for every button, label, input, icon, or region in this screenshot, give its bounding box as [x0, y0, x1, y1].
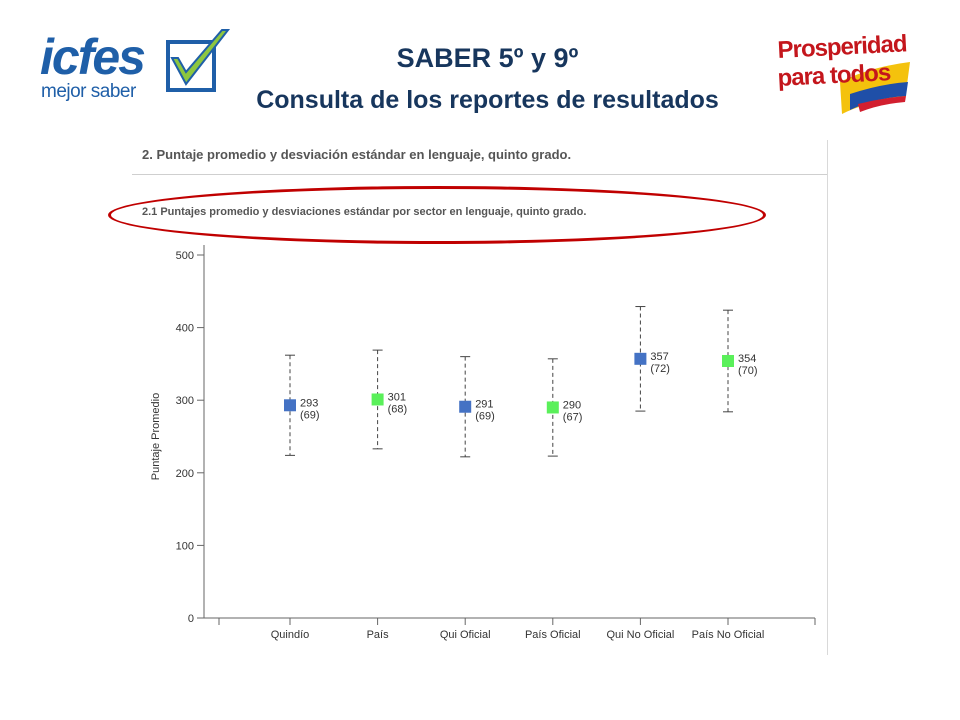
- sd-label: (69): [475, 411, 495, 423]
- x-tick-label: País: [367, 629, 390, 641]
- y-tick-label: 400: [176, 323, 194, 335]
- y-tick-label: 300: [176, 395, 194, 407]
- sd-label: (69): [300, 409, 320, 421]
- prosperidad-line2: para todos: [777, 59, 892, 92]
- x-tick-label: Quindío: [271, 629, 310, 641]
- mean-label: 293: [300, 397, 318, 409]
- mean-marker: [546, 401, 559, 414]
- y-tick-label: 200: [176, 468, 194, 480]
- section-divider: [132, 174, 827, 175]
- mean-marker: [634, 352, 647, 365]
- y-tick-label: 0: [188, 613, 194, 625]
- mean-marker: [459, 400, 472, 413]
- mean-label: 354: [738, 353, 756, 365]
- x-tick-label: Qui No Oficial: [606, 629, 674, 641]
- icfes-logo-sub: mejor saber: [41, 81, 137, 102]
- page-subtitle: Consulta de los reportes de resultados: [256, 86, 719, 114]
- y-tick-label: 100: [176, 540, 194, 552]
- mean-label: 357: [650, 351, 668, 363]
- mean-label: 301: [388, 391, 406, 403]
- x-tick-label: Qui Oficial: [440, 629, 491, 641]
- sd-label: (70): [738, 365, 758, 377]
- sd-label: (67): [563, 411, 583, 423]
- prosperidad-logo: Prosperidad para todos: [777, 30, 910, 114]
- error-bar-chart: 0 100 200 300 400 500 Puntaje Promedio Quindío P…: [150, 245, 816, 641]
- icfes-logo-main: icfes: [40, 29, 145, 85]
- highlight-ellipse: [108, 186, 766, 244]
- sd-label: (72): [650, 363, 670, 375]
- mean-label: 290: [563, 399, 581, 411]
- y-axis-label: Puntaje Promedio: [150, 393, 162, 480]
- icfes-logo: icfes mejor saber: [40, 29, 231, 102]
- mean-marker: [284, 399, 296, 412]
- mean-marker: [371, 393, 384, 406]
- mean-label: 291: [475, 399, 493, 411]
- x-tick-label: País No Oficial: [692, 629, 765, 641]
- sd-label: (68): [388, 403, 408, 415]
- page-title: SABER 5º y 9º: [396, 43, 579, 73]
- y-tick-label: 500: [176, 250, 194, 262]
- x-tick-label: País Oficial: [525, 629, 581, 641]
- check-box-icon: [166, 29, 231, 92]
- section-title: 2. Puntaje promedio y desviación estánda…: [142, 147, 572, 162]
- mean-marker: [722, 354, 734, 367]
